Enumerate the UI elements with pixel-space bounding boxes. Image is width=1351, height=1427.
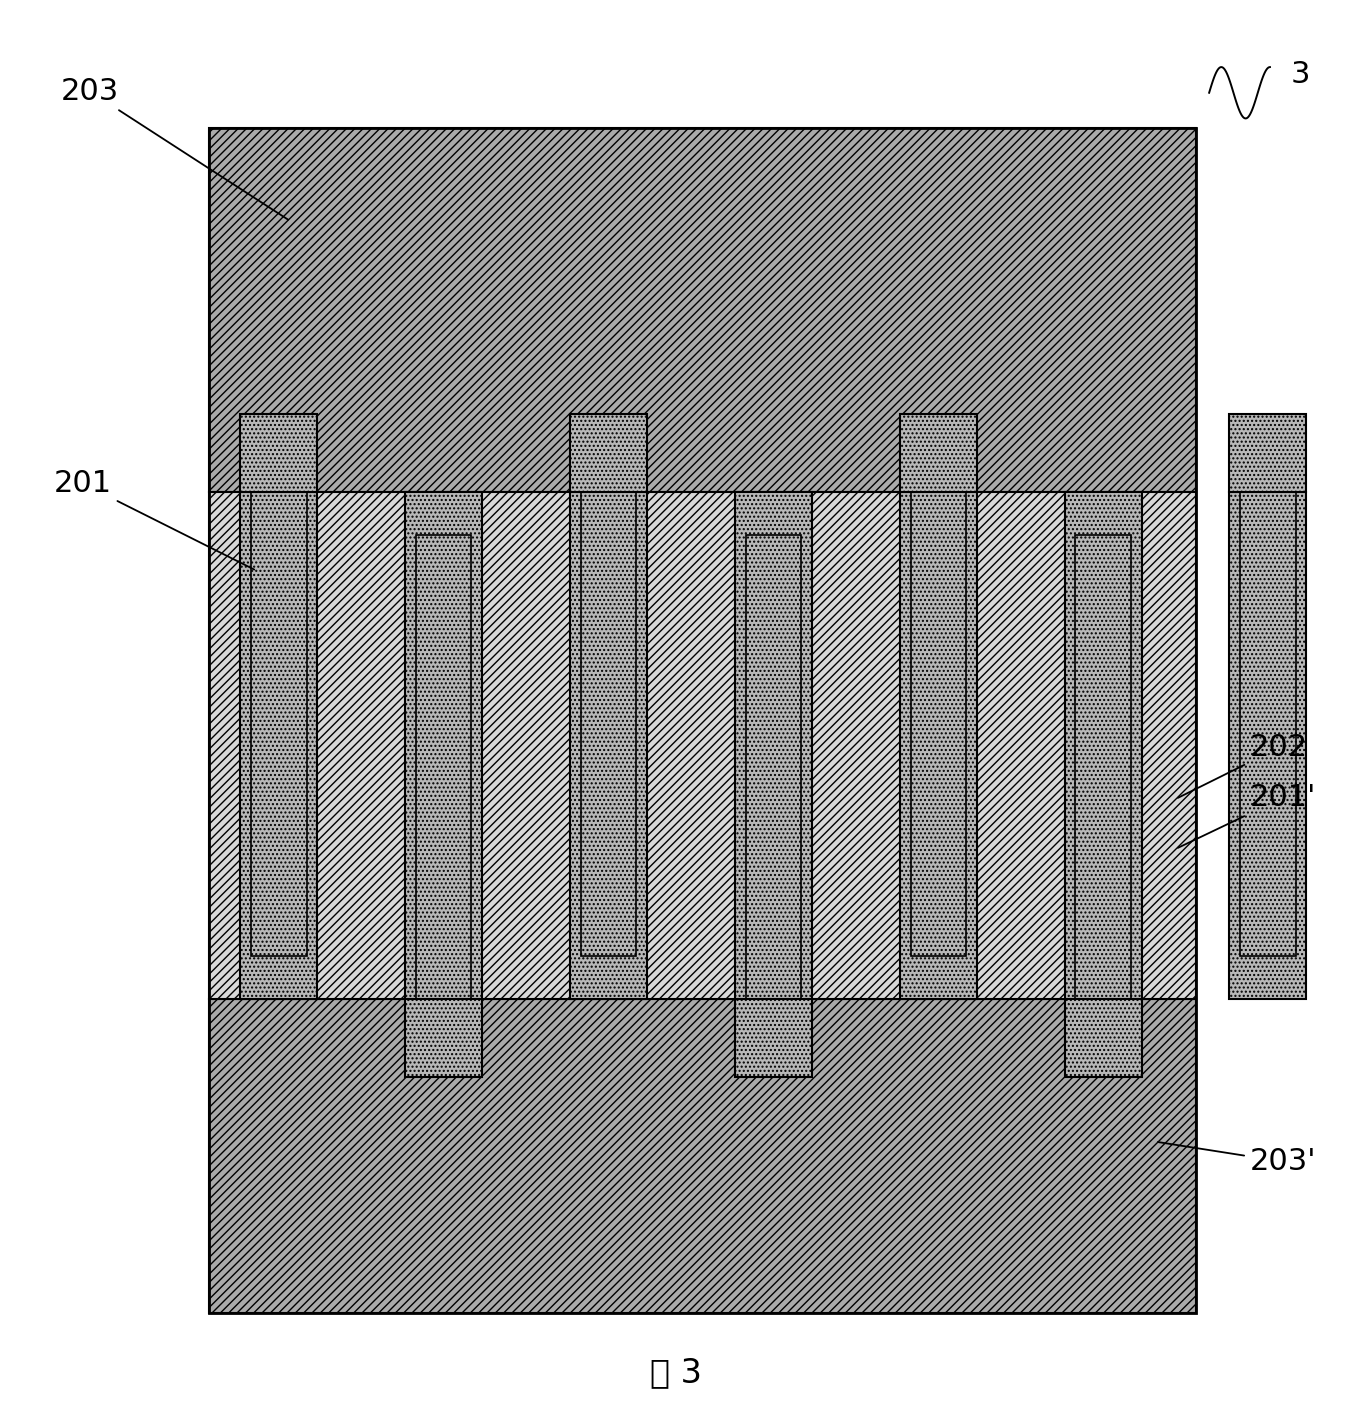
Text: 3: 3 (1290, 60, 1309, 88)
Bar (405, 999, 482, 1077)
Bar (1065, 999, 1142, 1077)
Bar (900, 414, 977, 492)
Bar (209, 128, 1196, 1313)
Bar (570, 492, 647, 999)
Text: 203: 203 (61, 77, 288, 220)
Bar (1229, 492, 1306, 999)
Bar (1075, 535, 1131, 999)
Bar (1229, 414, 1306, 492)
Bar (416, 535, 471, 999)
Bar (581, 492, 636, 956)
Bar (240, 414, 317, 492)
Text: 201: 201 (54, 469, 254, 569)
Bar (1240, 492, 1296, 956)
Bar (746, 535, 801, 999)
Bar (735, 492, 812, 999)
Text: 图 3: 图 3 (650, 1356, 701, 1390)
Bar (209, 492, 1196, 999)
Bar (570, 414, 647, 492)
Text: 202: 202 (1178, 733, 1308, 798)
Bar (209, 999, 1196, 1313)
Bar (1065, 492, 1142, 999)
Bar (900, 492, 977, 999)
Bar (240, 492, 317, 999)
Text: 203': 203' (1158, 1142, 1316, 1176)
Bar (735, 999, 812, 1077)
Bar (911, 492, 966, 956)
Bar (251, 492, 307, 956)
Bar (405, 492, 482, 999)
Text: 201': 201' (1178, 783, 1316, 848)
Bar (209, 128, 1196, 492)
